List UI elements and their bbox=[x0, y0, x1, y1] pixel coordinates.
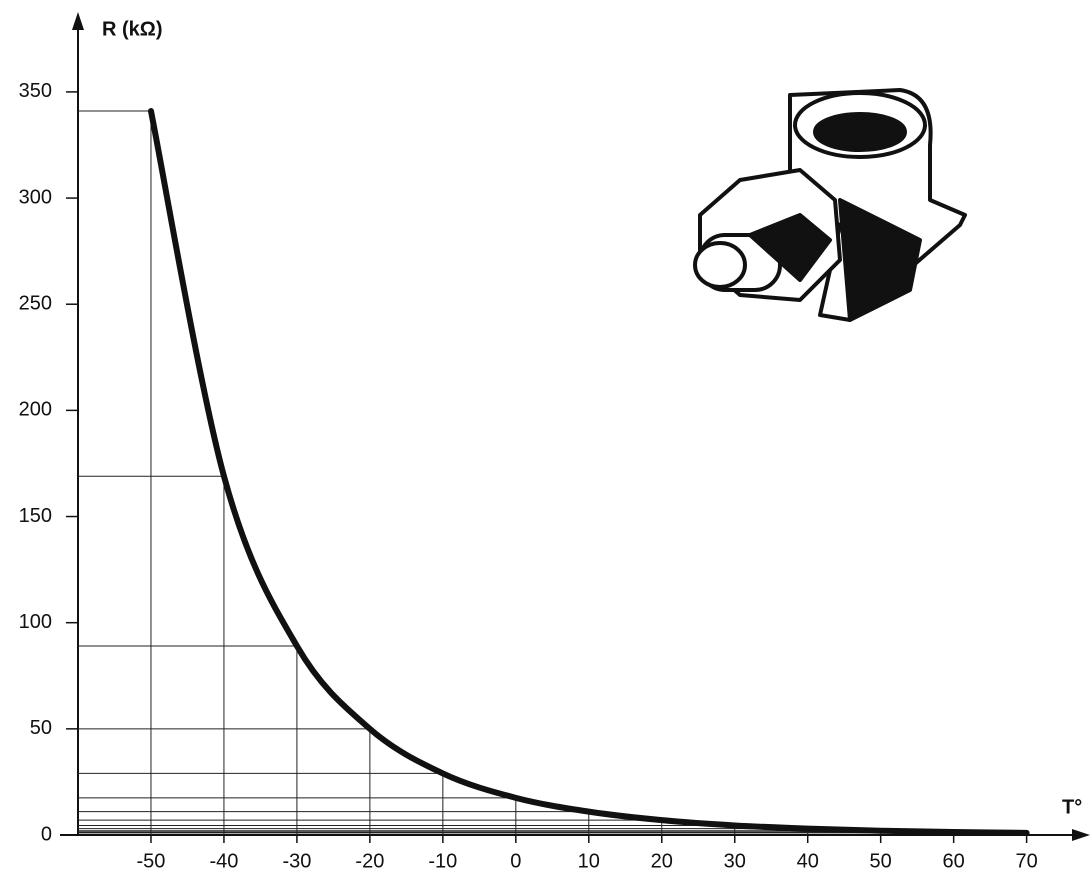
x-tick-label: -40 bbox=[209, 850, 238, 872]
connector-shadow bbox=[838, 198, 922, 322]
x-tick-label: 10 bbox=[578, 850, 600, 872]
x-tick-label: -10 bbox=[428, 850, 457, 872]
x-tick-label: -20 bbox=[355, 850, 384, 872]
x-tick-label: 40 bbox=[797, 850, 819, 872]
probe-tip bbox=[693, 241, 747, 289]
y-axis-label: R (kΩ) bbox=[102, 18, 162, 40]
y-tick-label: 250 bbox=[19, 293, 52, 315]
x-tick-label: 50 bbox=[870, 850, 892, 872]
x-tick-label: 20 bbox=[651, 850, 673, 872]
x-axis-label: T° bbox=[1062, 796, 1082, 818]
x-tick-label: 70 bbox=[1015, 850, 1037, 872]
x-tick-label: -30 bbox=[282, 850, 311, 872]
y-tick-label: 350 bbox=[19, 80, 52, 102]
connector-cavity bbox=[813, 112, 907, 152]
y-tick-label: 0 bbox=[41, 823, 52, 845]
y-tick-label: 200 bbox=[19, 399, 52, 421]
y-tick-label: 150 bbox=[19, 505, 52, 527]
x-tick-label: 0 bbox=[510, 850, 521, 872]
x-tick-label: 60 bbox=[943, 850, 965, 872]
probe-nut bbox=[748, 213, 832, 282]
x-axis-arrow bbox=[1072, 829, 1090, 841]
y-tick-label: 300 bbox=[19, 186, 52, 208]
sensor-illustration bbox=[693, 88, 967, 322]
x-tick-label: -50 bbox=[137, 850, 166, 872]
curve bbox=[147, 108, 1030, 836]
y-tick-label: 100 bbox=[19, 611, 52, 633]
y-tick-label: 50 bbox=[30, 717, 52, 739]
y-axis-arrow bbox=[72, 12, 84, 30]
x-tick-label: 30 bbox=[724, 850, 746, 872]
